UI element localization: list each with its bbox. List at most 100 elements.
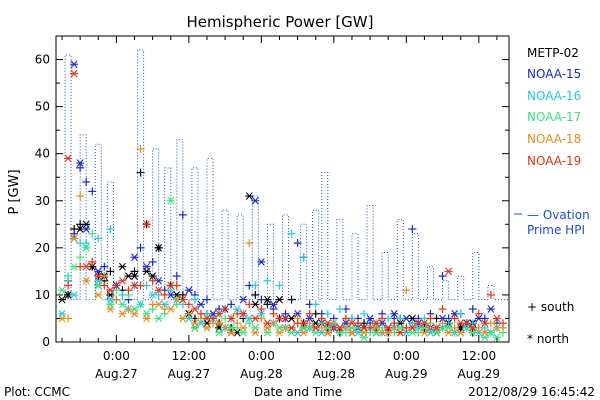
point-north-metp-02 — [142, 267, 151, 276]
point-south-noaa-19 — [474, 309, 483, 318]
point-north-noaa-19 — [70, 69, 79, 78]
point-north-noaa-18 — [456, 328, 465, 337]
point-north-noaa-18 — [227, 328, 236, 337]
y-axis: 0 10 20 30 40 50 60 — [35, 35, 509, 349]
point-north-noaa-19 — [480, 319, 489, 328]
point-north-metp-02 — [118, 262, 127, 271]
point-south-noaa-15 — [257, 295, 266, 304]
legend-entry-noaa-15: NOAA-15 — [527, 67, 581, 81]
point-north-noaa-19 — [178, 295, 187, 304]
point-south-noaa-19 — [64, 281, 73, 290]
y-tick-label: 0 — [42, 335, 50, 349]
point-north-noaa-15 — [486, 305, 495, 313]
point-south-noaa-15 — [468, 305, 477, 314]
point-north-noaa-19 — [360, 324, 369, 332]
point-north-noaa-17 — [408, 328, 417, 337]
point-south-noaa-16 — [323, 309, 332, 318]
point-south-noaa-15 — [136, 243, 145, 252]
point-south-metp-02 — [251, 290, 260, 299]
point-north-noaa-19 — [227, 314, 236, 323]
point-north-noaa-17 — [190, 324, 199, 332]
point-north-noaa-19 — [203, 314, 211, 323]
point-south-noaa-18 — [450, 323, 459, 332]
point-north-noaa-17 — [263, 328, 272, 337]
y-axis-label: P [GW] — [7, 169, 22, 214]
point-north-noaa-17 — [239, 328, 248, 337]
point-south-metp-02 — [130, 267, 139, 276]
point-north-noaa-18 — [347, 328, 356, 337]
x-tick-time-label: 12:00 — [462, 349, 497, 363]
x-axis-label: Date and Time — [254, 385, 342, 399]
point-north-noaa-18 — [444, 328, 453, 337]
point-south-noaa-15 — [88, 187, 97, 196]
point-north-noaa-17 — [287, 328, 296, 337]
point-south-noaa-19 — [390, 319, 399, 328]
point-south-noaa-15 — [178, 210, 187, 219]
point-north-noaa-18 — [130, 309, 139, 318]
point-north-noaa-18 — [154, 300, 163, 309]
point-north-noaa-19 — [275, 314, 284, 323]
point-north-noaa-19 — [263, 319, 272, 328]
point-north-noaa-18 — [492, 324, 501, 332]
point-north-noaa-18 — [203, 324, 211, 332]
legend-entry-noaa-19: NOAA-19 — [527, 154, 581, 168]
point-south-noaa-18 — [402, 286, 411, 295]
point-north-noaa-19 — [251, 314, 260, 323]
point-north-noaa-19 — [239, 309, 248, 318]
legend-entry-noaa-16: NOAA-16 — [527, 89, 581, 103]
point-north-noaa-15 — [257, 258, 266, 266]
point-south-noaa-15 — [227, 300, 236, 309]
point-north-noaa-18 — [480, 328, 489, 337]
point-south-noaa-19 — [426, 314, 435, 323]
point-north-noaa-15 — [196, 300, 205, 309]
point-north-noaa-15 — [70, 60, 79, 69]
point-north-noaa-18 — [239, 324, 248, 332]
point-south-noaa-16 — [396, 314, 405, 323]
point-north-noaa-19 — [106, 286, 115, 295]
point-north-noaa-18 — [420, 328, 429, 337]
point-north-noaa-17 — [480, 333, 489, 342]
y-tick-label: 20 — [35, 241, 50, 255]
point-south-noaa-16 — [251, 281, 260, 290]
point-north-noaa-19 — [456, 319, 465, 328]
point-south-metp-02 — [287, 295, 296, 304]
point-north-noaa-15 — [305, 314, 314, 323]
point-north-noaa-16 — [70, 291, 79, 299]
point-south-noaa-15 — [82, 177, 91, 186]
point-north-noaa-19 — [420, 319, 429, 328]
point-north-noaa-19 — [130, 281, 139, 290]
point-north-noaa-18 — [263, 324, 272, 332]
point-south-noaa-15 — [70, 229, 79, 238]
point-south-noaa-16 — [166, 286, 175, 295]
point-north-noaa-19 — [323, 319, 332, 328]
point-north-noaa-19 — [154, 286, 163, 295]
point-north-noaa-19 — [64, 154, 73, 163]
point-south-noaa-17 — [136, 300, 145, 309]
point-south-noaa-18 — [76, 192, 85, 201]
point-south-noaa-19 — [184, 300, 193, 309]
point-north-noaa-19 — [166, 281, 175, 290]
point-north-metp-02 — [275, 295, 284, 304]
x-tick-time-label: 0:00 — [103, 349, 130, 363]
point-south-noaa-16 — [456, 309, 465, 318]
point-north-noaa-17 — [215, 328, 224, 337]
point-south-noaa-16 — [311, 300, 320, 309]
point-north-noaa-15 — [390, 309, 399, 318]
point-north-noaa-17 — [82, 243, 91, 252]
point-south-noaa-18 — [233, 319, 242, 328]
point-south-noaa-19 — [196, 309, 205, 318]
point-south-noaa-19 — [245, 300, 254, 309]
point-south-noaa-15 — [100, 262, 109, 271]
x-tick-date-label: Aug.27 — [95, 367, 138, 381]
point-north-noaa-15 — [293, 309, 302, 318]
point-north-noaa-17 — [311, 328, 320, 337]
point-north-metp-02 — [148, 272, 157, 280]
point-north-noaa-15 — [251, 196, 260, 205]
point-north-noaa-15 — [474, 314, 483, 323]
point-north-noaa-17 — [492, 333, 501, 342]
point-south-noaa-19 — [124, 286, 133, 295]
point-south-noaa-19 — [317, 314, 326, 323]
point-north-noaa-19 — [94, 272, 103, 280]
legend-ovation-line2: Prime HPI — [527, 223, 585, 237]
